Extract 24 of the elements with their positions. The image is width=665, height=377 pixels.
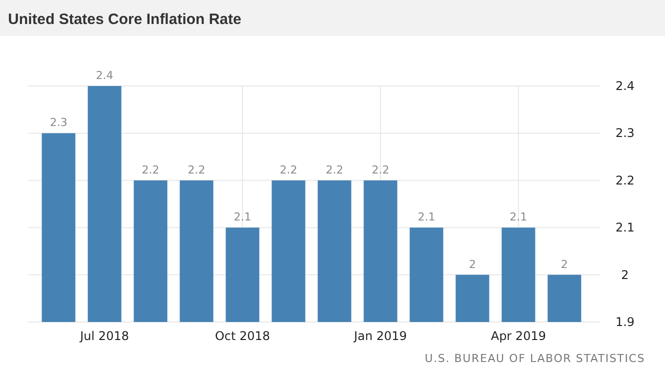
- data-label: 2: [560, 258, 568, 271]
- data-label: 2.2: [142, 163, 160, 176]
- data-label: 2.1: [418, 210, 436, 224]
- data-label: 2.2: [372, 163, 390, 176]
- data-label: 2.2: [280, 163, 298, 176]
- y-tick-label: 2.4: [615, 79, 635, 93]
- y-tick-label: 2.2: [615, 173, 635, 188]
- x-tick-label: Jan 2019: [353, 329, 407, 343]
- data-label: 2.4: [96, 69, 114, 82]
- x-tick-label: Oct 2018: [214, 329, 270, 343]
- data-label: 2.2: [188, 163, 206, 176]
- y-tick-label: 2.3: [615, 126, 635, 140]
- y-tick-label: 1.9: [615, 315, 635, 329]
- data-label: 2.3: [50, 116, 68, 130]
- x-tick-label: Apr 2019: [490, 329, 546, 343]
- data-label: 2: [468, 258, 476, 271]
- text: U.S. BUREAU OF LABOR STATISTICS: [424, 352, 645, 365]
- y-tick-label: 2: [621, 268, 629, 282]
- data-label: 2.1: [234, 210, 252, 224]
- data-label: 2.1: [510, 210, 528, 224]
- x-tick-label: Jul 2018: [79, 329, 129, 343]
- data-label: 2.2: [326, 163, 344, 176]
- y-tick-label: 2.1: [615, 220, 635, 235]
- chart-title: United States Core Inflation Rate: [8, 11, 242, 28]
